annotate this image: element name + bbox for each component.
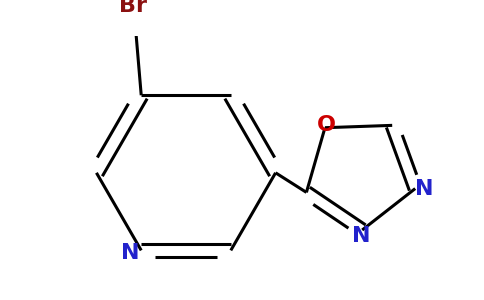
Text: N: N (352, 226, 370, 246)
Text: N: N (415, 178, 433, 199)
Text: Br: Br (119, 0, 147, 16)
Text: O: O (317, 115, 336, 135)
Text: N: N (121, 243, 139, 263)
